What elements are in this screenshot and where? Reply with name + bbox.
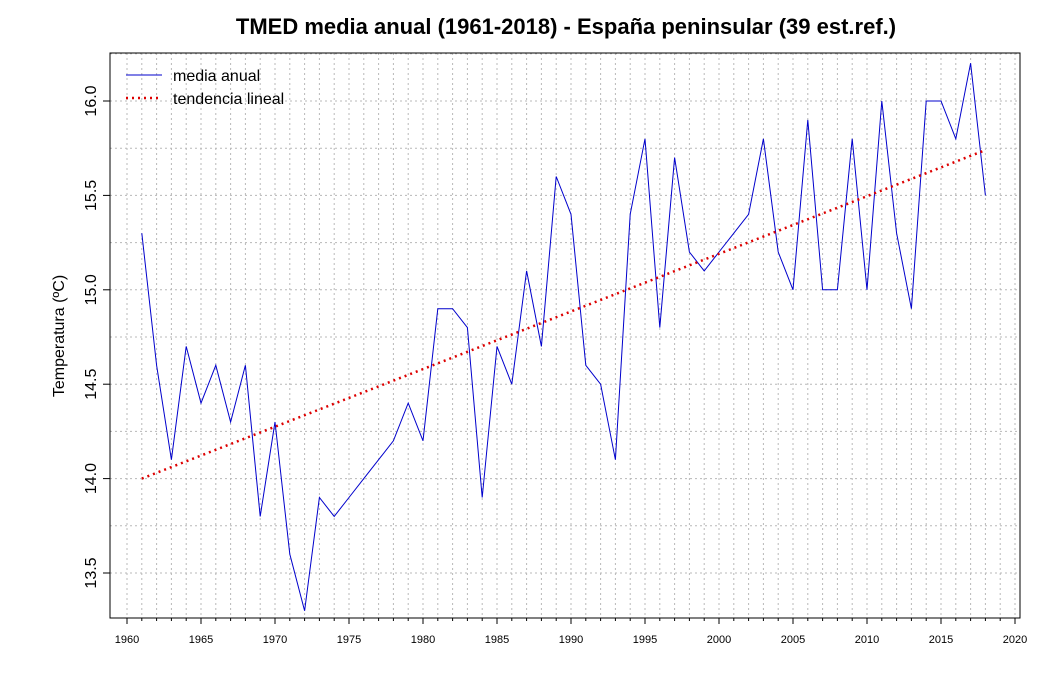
- y-axis: 13.5 14.0 14.5 15.0 15.5 16.0: [83, 85, 110, 589]
- x-tick-label: 2015: [929, 634, 953, 646]
- y-tick-label: 14.5: [83, 369, 100, 400]
- x-tick-label: 2005: [781, 634, 805, 646]
- y-tick-label: 13.5: [83, 557, 100, 588]
- x-axis: 1960 1965 1970 1975 1980 1985 1990 1995 2000 2005…: [115, 618, 1027, 646]
- y-tick-label: 15.0: [83, 274, 100, 305]
- chart-title: TMED media anual (1961-2018) - España pe…: [236, 14, 896, 39]
- x-tick-label: 1980: [411, 634, 435, 646]
- y-tick-label: 15.5: [83, 180, 100, 211]
- x-tick-label: 1965: [189, 634, 213, 646]
- series-line-media-anual: [141, 63, 986, 611]
- y-axis-label: Temperatura (ºC): [51, 275, 68, 397]
- grid: [110, 53, 1020, 618]
- legend-label-media-anual: media anual: [173, 68, 260, 85]
- plot-frame: [109, 52, 1021, 619]
- x-tick-label: 2020: [1003, 634, 1027, 646]
- series-layer: [141, 63, 986, 611]
- x-tick-label: 1970: [263, 634, 287, 646]
- x-tick-label: 1985: [485, 634, 509, 646]
- x-tick-label: 2010: [855, 634, 879, 646]
- x-tick-label: 2000: [707, 634, 731, 646]
- y-tick-label: 16.0: [83, 85, 100, 116]
- x-tick-label: 1995: [633, 634, 657, 646]
- legend-label-tendencia-lineal: tendencia lineal: [173, 91, 284, 108]
- x-tick-label: 1960: [115, 634, 139, 646]
- x-tick-label: 1975: [337, 634, 361, 646]
- y-tick-label: 14.0: [83, 463, 100, 494]
- series-line-tendencia-lineal: [141, 148, 986, 480]
- legend: media anual tendencia lineal: [126, 68, 284, 108]
- x-tick-label: 1990: [559, 634, 583, 646]
